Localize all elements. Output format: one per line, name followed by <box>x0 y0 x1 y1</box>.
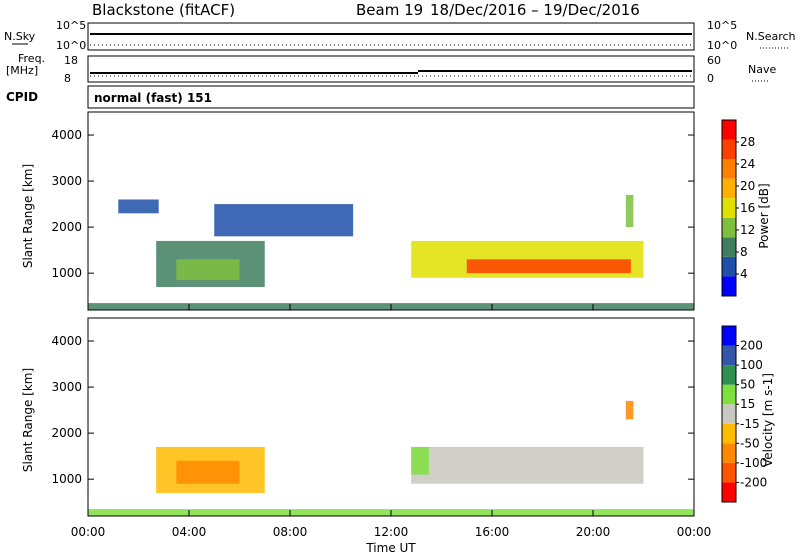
velocity-colorbar-tick-label-5: 50 <box>740 378 755 392</box>
nave-tick-top: 60 <box>707 54 721 67</box>
velocity-colorbar-swatch-2 <box>722 443 736 463</box>
velocity-y-axis-label: Slant Range [km] <box>21 368 35 472</box>
nave-label: Nave <box>748 63 776 76</box>
velocity-ytick-label-3: 4000 <box>51 334 82 348</box>
power-colorbar-swatch-0 <box>722 276 736 296</box>
x-tick-label-0: 00:00 <box>71 525 106 539</box>
nsearch-label: N.Search <box>746 30 796 43</box>
velocity-colorbar-swatch-1 <box>722 462 736 483</box>
velocity-colorbar-frame <box>721 325 737 503</box>
beam-label: Beam 19 <box>356 1 423 19</box>
power-colorbar-tick-label-5: 24 <box>740 157 755 171</box>
power-colorbar-swatch-1 <box>722 256 736 277</box>
power-region-3 <box>118 199 159 214</box>
noise-traces <box>90 33 692 46</box>
velocity-colorbar-swatch-4 <box>722 404 736 424</box>
x-tick-label-1: 04:00 <box>172 525 207 539</box>
date-range: 18/Dec/2016 – 19/Dec/2016 <box>430 1 640 19</box>
x-tick-label-4: 16:00 <box>475 525 510 539</box>
velocity-colorbar-swatch-8 <box>722 326 736 346</box>
freq-label: Freq. <box>18 52 45 65</box>
freq-tick-bottom: 8 <box>64 72 71 85</box>
freq-panel <box>87 55 695 83</box>
velocity-colorbar-tick-label-6: 100 <box>740 358 763 372</box>
power-region-4 <box>214 204 354 237</box>
velocity-region-3 <box>411 446 644 484</box>
power-colorbar-tick-label-4: 20 <box>740 179 755 193</box>
noise-tick-right-top: 10^5 <box>707 19 737 32</box>
power-region-7 <box>625 194 634 228</box>
power-colorbar-swatch-6 <box>722 159 736 179</box>
velocity-colorbar-swatch-6 <box>722 365 736 385</box>
cpid-label: CPID <box>6 90 38 104</box>
velocity-colorbar-tick-label-3: -15 <box>740 417 760 431</box>
power-region-2 <box>176 259 240 281</box>
velocity-colorbar-tick-label-7: 200 <box>740 339 763 353</box>
power-colorbar-swatch-4 <box>722 198 736 218</box>
velocity-region-4 <box>411 446 429 475</box>
power-ytick-label-0: 1000 <box>51 266 82 280</box>
power-ytick-label-2: 3000 <box>51 174 82 188</box>
noise-tick-left-top: 10^5 <box>56 19 86 32</box>
power-ytick-label-3: 4000 <box>51 128 82 142</box>
velocity-colorbar-tick-label-0: -200 <box>740 475 767 489</box>
time-x-axis: 00:00 04:00 08:00 12:00 16:00 20:00 00:00 <box>71 304 712 539</box>
power-colorbar-swatch-8 <box>722 120 736 140</box>
power-colorbar-swatch-5 <box>722 178 736 199</box>
velocity-ytick-label-0: 1000 <box>51 472 82 486</box>
velocity-colorbar: -200 -100 -50 -15 15 50 100 200 <box>721 325 767 503</box>
noise-tick-right-bottom: 10^0 <box>707 39 737 52</box>
freq-unit: [MHz] <box>6 64 38 77</box>
velocity-ytick-label-2: 3000 <box>51 380 82 394</box>
power-colorbar-tick-label-3: 16 <box>740 201 755 215</box>
power-colorbar-swatch-3 <box>722 217 736 238</box>
power-colorbar-swatch-7 <box>722 139 736 160</box>
power-colorbar-tick-label-0: 4 <box>740 267 748 281</box>
power-y-axis: 1000 2000 3000 4000 <box>51 128 694 280</box>
cpid-panel <box>87 85 695 109</box>
power-colorbar-swatch-2 <box>722 237 736 257</box>
noise-panel <box>87 22 695 51</box>
power-colorbar-tick-label-6: 28 <box>740 135 755 149</box>
velocity-colorbar-tick-label-4: 15 <box>740 397 755 411</box>
velocity-colorbar-tick-label-2: -50 <box>740 436 760 450</box>
power-y-axis-label: Slant Range [km] <box>21 164 35 268</box>
velocity-colorbar-swatch-5 <box>722 384 736 405</box>
x-tick-label-2: 08:00 <box>273 525 308 539</box>
velocity-colorbar-label: Velocity [m s-1] <box>761 373 775 467</box>
velocity-heatmap <box>88 400 694 516</box>
velocity-colorbar-swatch-3 <box>722 423 736 444</box>
power-colorbar-tick-label-2: 12 <box>740 223 755 237</box>
power-colorbar: 4 8 12 16 20 24 28 <box>721 119 755 297</box>
station-title: Blackstone (fitACF) <box>92 1 235 19</box>
power-ytick-label-1: 2000 <box>51 220 82 234</box>
velocity-ytick-label-1: 2000 <box>51 426 82 440</box>
nave-tick-bottom: 0 <box>707 72 714 85</box>
velocity-colorbar-swatch-0 <box>722 482 736 502</box>
freq-tick-top: 18 <box>64 54 78 67</box>
x-tick-label-5: 20:00 <box>576 525 611 539</box>
velocity-region-5 <box>625 400 634 420</box>
freq-traces <box>90 70 692 77</box>
power-region-6 <box>466 259 631 274</box>
power-heatmap <box>88 194 694 310</box>
nsky-label: N.Sky <box>4 30 36 43</box>
velocity-region-2 <box>176 460 240 484</box>
x-axis-label: Time UT <box>365 541 416 554</box>
velocity-colorbar-swatch-7 <box>722 345 736 366</box>
x-tick-label-3: 12:00 <box>374 525 409 539</box>
velocity-colorbar-tick-label-1: -100 <box>740 456 767 470</box>
velocity-y-axis: 1000 2000 3000 4000 <box>51 334 694 486</box>
noise-tick-left-bottom: 10^0 <box>56 39 86 52</box>
power-colorbar-tick-label-1: 8 <box>740 245 748 259</box>
x-tick-label-6: 00:00 <box>677 525 712 539</box>
power-colorbar-label: Power [dB] <box>757 183 771 248</box>
cpid-value: normal (fast) 151 <box>94 91 212 105</box>
